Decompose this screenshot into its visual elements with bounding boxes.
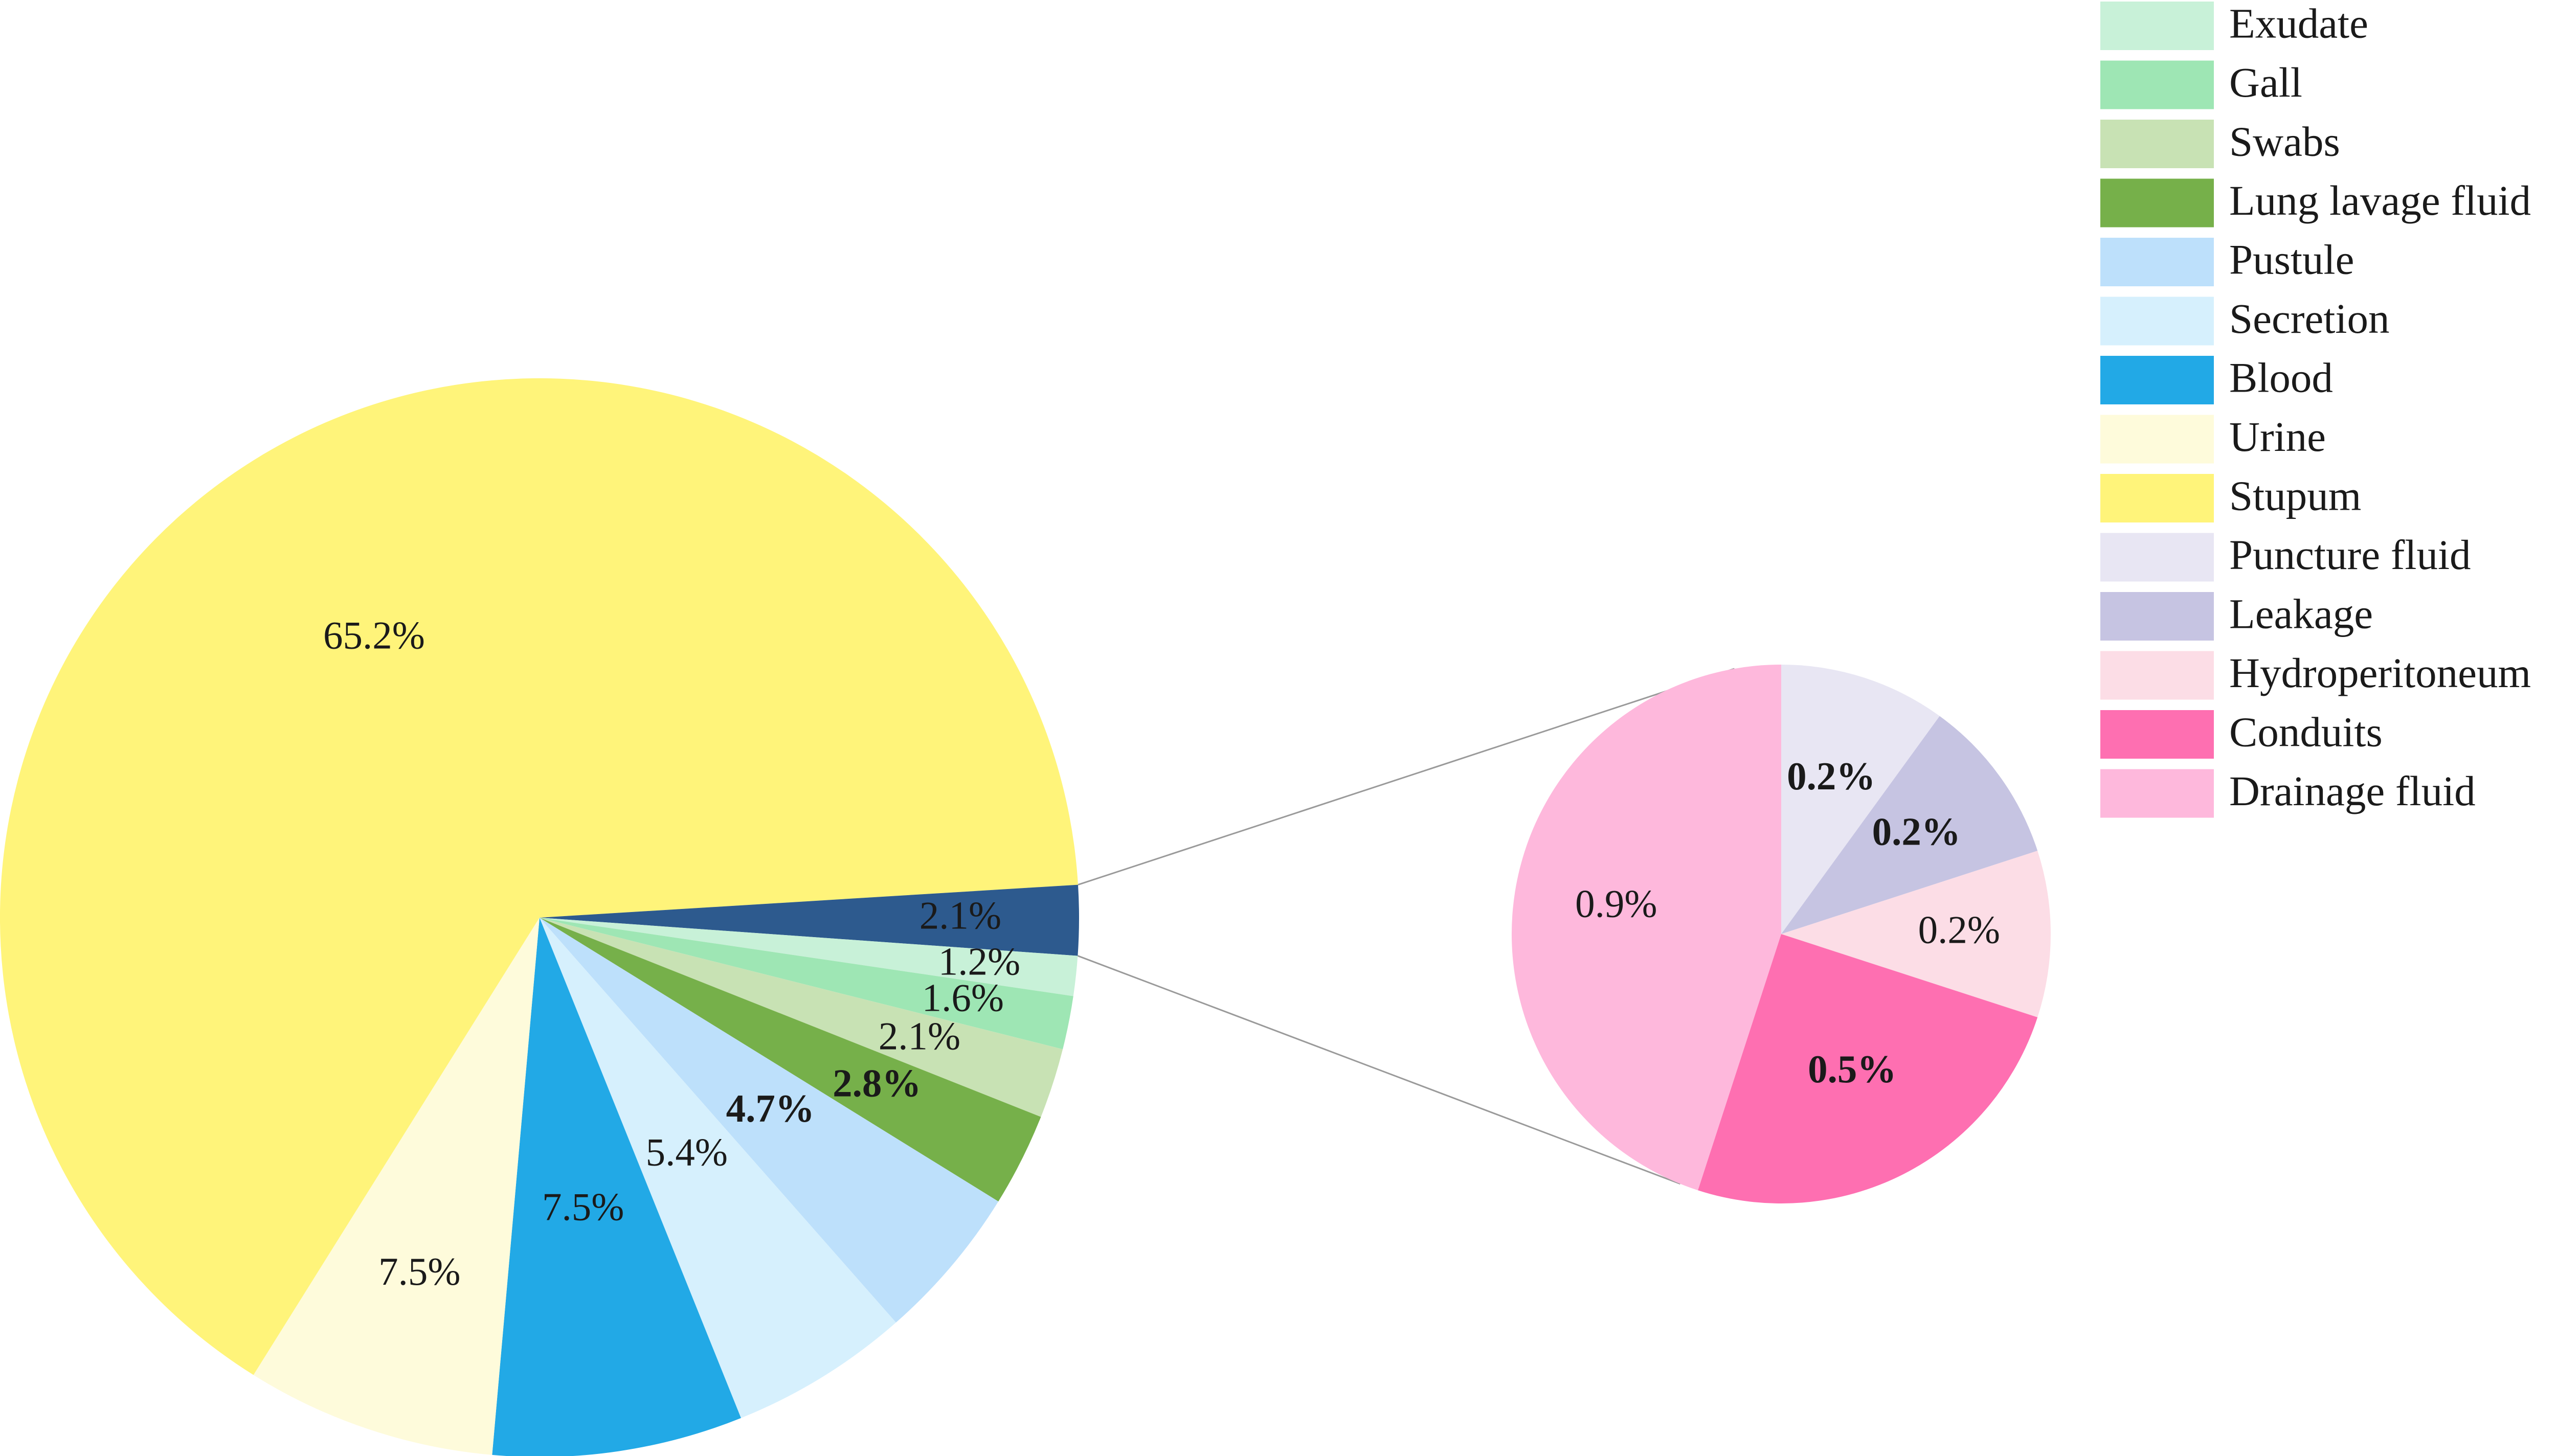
legend-label-drainage-fluid: Drainage fluid bbox=[2229, 767, 2476, 814]
legend-swatch-exudate bbox=[2100, 2, 2214, 50]
legend-label-hydroperitoneum: Hydroperitoneum bbox=[2229, 649, 2531, 696]
legend-label-lung-lavage-fluid: Lung lavage fluid bbox=[2229, 177, 2531, 224]
legend-label-urine: Urine bbox=[2229, 413, 2326, 460]
legend-swatch-pustule bbox=[2100, 238, 2214, 286]
legend-label-stupum: Stupum bbox=[2229, 472, 2361, 519]
sub-data-label-conduits: 0.5% bbox=[1808, 1047, 1896, 1091]
legend-swatch-conduits bbox=[2100, 710, 2214, 759]
legend-swatch-stupum bbox=[2100, 474, 2214, 522]
sub-pie-labels: 0.2% 0.2% 0.2% 0.5% 0.9% bbox=[1575, 754, 2000, 1091]
legend-swatch-blood bbox=[2100, 356, 2214, 404]
sub-pie-slice-puncture-fluid bbox=[1781, 665, 1940, 934]
legend-label-swabs: Swabs bbox=[2229, 118, 2340, 165]
data-label-blood: 7.5% bbox=[542, 1185, 624, 1229]
legend-swatch-lung-lavage-fluid bbox=[2100, 178, 2214, 228]
data-label-slice-1: 2.1% bbox=[919, 894, 1001, 938]
sub-pie-slice-drainage-fluid bbox=[1511, 665, 1781, 1191]
sub-data-label-leakage: 0.2% bbox=[1872, 810, 1961, 854]
legend-swatch-drainage-fluid bbox=[2100, 769, 2214, 818]
legend-label-puncture-fluid: Puncture fluid bbox=[2229, 531, 2471, 578]
legend-label-secretion: Secretion bbox=[2229, 295, 2389, 342]
data-label-swabs: 2.1% bbox=[879, 1014, 960, 1058]
legend-label-leakage: Leakage bbox=[2229, 590, 2373, 638]
data-label-exudate: 1.2% bbox=[938, 939, 1020, 983]
pie-slice-swabs bbox=[540, 918, 1063, 1117]
connector-lines bbox=[1077, 668, 1735, 1185]
sub-pie bbox=[1511, 665, 2051, 1204]
legend-swatch-puncture-fluid bbox=[2100, 533, 2214, 582]
connector-line-bottom bbox=[1077, 955, 1681, 1185]
sub-data-label-drainage-fluid: 0.9% bbox=[1575, 882, 1657, 926]
pie-slice-gall bbox=[540, 918, 1073, 1050]
data-label-pustule: 4.7% bbox=[726, 1086, 815, 1130]
legend-swatch-leakage bbox=[2100, 592, 2214, 641]
legend-swatch-swabs bbox=[2100, 120, 2214, 168]
legend-label-blood: Blood bbox=[2229, 354, 2333, 401]
sub-pie-slice-conduits bbox=[1698, 934, 2038, 1204]
legend-label-exudate: Exudate bbox=[2229, 0, 2368, 47]
main-pie bbox=[0, 378, 1080, 1456]
sub-data-label-hydroperitoneum: 0.2% bbox=[1918, 908, 2000, 952]
data-label-stupum: 65.2% bbox=[323, 613, 425, 657]
data-label-lung-lavage-fluid: 2.8% bbox=[833, 1061, 921, 1105]
data-label-secretion: 5.4% bbox=[646, 1130, 728, 1174]
sub-data-label-puncture-fluid: 0.2% bbox=[1787, 754, 1875, 798]
legend-swatch-gall bbox=[2100, 60, 2214, 109]
legend: Exudate Gall Swabs Lung lavage fluid Pustule… bbox=[2100, 0, 2531, 818]
pie-slice-stupum bbox=[0, 378, 1078, 1375]
pie-slice-urine bbox=[253, 918, 540, 1455]
pie-slice-blood bbox=[492, 918, 741, 1456]
sub-pie-slice-hydroperitoneum bbox=[1781, 851, 2051, 1017]
legend-label-gall: Gall bbox=[2229, 59, 2302, 106]
main-pie-labels: 65.2%2.1%1.2%1.6%2.1%2.8%4.7%5.4%7.5%7.5… bbox=[323, 613, 1020, 1293]
sub-pie-slice-leakage bbox=[1781, 716, 2038, 934]
data-label-urine: 7.5% bbox=[378, 1249, 460, 1293]
legend-swatch-secretion bbox=[2100, 297, 2214, 346]
pie-slice-exudate bbox=[540, 918, 1078, 996]
data-label-gall: 1.6% bbox=[922, 975, 1004, 1019]
pie-slice-secretion bbox=[540, 918, 896, 1418]
legend-label-conduits: Conduits bbox=[2229, 709, 2383, 756]
legend-label-pustule: Pustule bbox=[2229, 236, 2354, 283]
pie-slice-lung-lavage-fluid bbox=[540, 918, 1041, 1202]
connector-line-top bbox=[1078, 668, 1735, 886]
legend-swatch-urine bbox=[2100, 415, 2214, 464]
pie-slice-slice-1 bbox=[540, 884, 1080, 956]
legend-swatch-hydroperitoneum bbox=[2100, 651, 2214, 700]
pie-slice-pustule bbox=[540, 918, 999, 1323]
